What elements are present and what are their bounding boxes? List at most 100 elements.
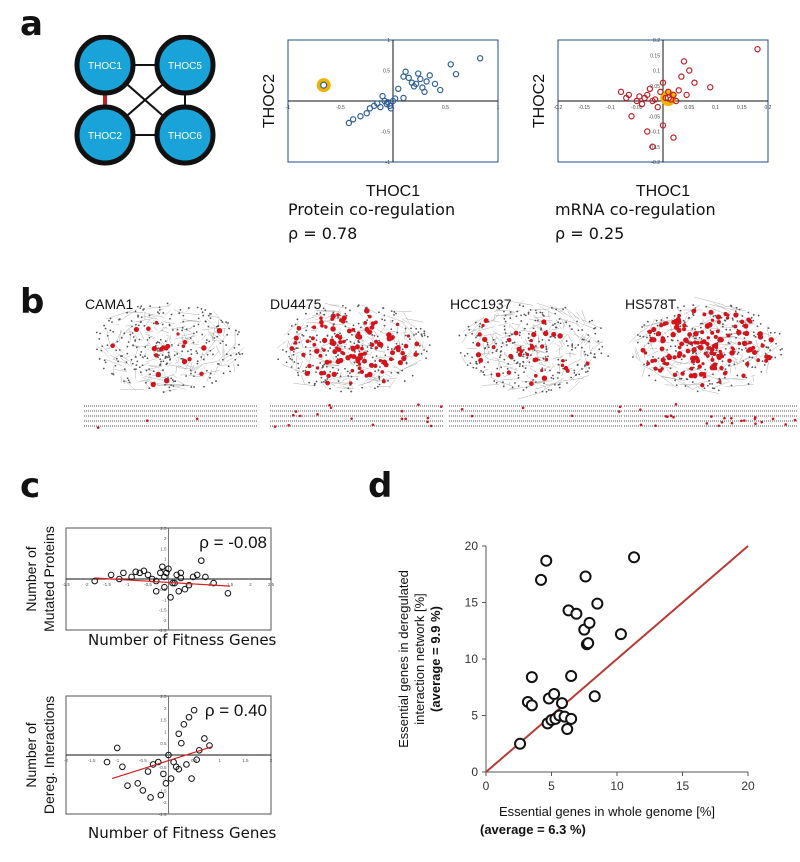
network-node [109, 317, 112, 320]
network-node [781, 347, 783, 350]
network-node-dereg [639, 408, 642, 412]
network-edge [567, 311, 575, 322]
network-edge [370, 351, 372, 355]
network-node-dereg [374, 339, 379, 344]
x-tick-label: 1.5 [242, 758, 249, 763]
network-edge [559, 340, 563, 347]
network-edge [718, 332, 720, 335]
network-node-dereg [287, 423, 291, 427]
x-tick-label: -2 [64, 758, 68, 763]
network-node [292, 350, 295, 353]
network-node [212, 353, 214, 356]
network-edge [403, 312, 410, 323]
network-node [378, 383, 381, 386]
network-node [222, 372, 225, 375]
network-node-dereg [326, 373, 331, 379]
network-node-dereg [742, 340, 747, 345]
network-edge [104, 347, 111, 350]
network-node [666, 348, 669, 351]
network-node [725, 328, 728, 331]
network-edge [582, 335, 590, 344]
network-node-dereg [368, 362, 374, 368]
network-edge [548, 321, 552, 324]
network-node [220, 319, 223, 322]
network-node [496, 367, 499, 370]
network-edge [492, 330, 502, 337]
network-node-dereg [389, 335, 394, 341]
network-node [698, 336, 701, 339]
data-point [206, 742, 213, 749]
network-edge [760, 353, 764, 358]
network-edge [182, 364, 194, 368]
network-node [467, 325, 470, 328]
network-node-dereg [395, 322, 400, 327]
network-node-dereg [693, 355, 699, 361]
network-edge [168, 336, 171, 344]
network-node-dereg [688, 373, 694, 379]
network-node [197, 323, 200, 326]
network-edge [575, 323, 581, 328]
network-node [571, 343, 574, 346]
network-edge [498, 362, 501, 372]
network-node [735, 336, 737, 339]
network-edge [524, 365, 534, 367]
data-point [412, 80, 420, 88]
network-node [565, 340, 568, 343]
network-node [164, 357, 167, 359]
network-node-dereg [359, 369, 364, 374]
network-edge [534, 383, 557, 390]
network-node-dereg [335, 358, 341, 365]
network-node-dereg [697, 364, 702, 369]
network-node [387, 379, 389, 382]
network-node [115, 357, 118, 360]
data-point [178, 739, 185, 747]
network-edge [573, 315, 580, 319]
network-node [126, 352, 129, 355]
network-node [135, 368, 137, 371]
network-node-dereg [730, 421, 734, 425]
network-node [221, 358, 224, 361]
network-node [540, 328, 542, 331]
network-edge [290, 350, 294, 365]
network-node-dereg [340, 350, 344, 355]
network-node [741, 348, 743, 351]
network-node-dereg [362, 351, 368, 356]
network-edge [277, 340, 287, 349]
network-edge [670, 324, 673, 332]
network-node-dereg [646, 361, 650, 366]
network-edge [632, 353, 648, 368]
network-node [413, 334, 415, 336]
network-node [565, 321, 567, 324]
network-node-dereg [672, 372, 678, 378]
network-node [285, 361, 288, 364]
y-tick-label: 1 [387, 38, 390, 44]
network-node [674, 379, 676, 382]
network-node [204, 320, 207, 323]
network-edge [218, 318, 220, 327]
network-node [558, 371, 561, 374]
network-node [120, 336, 123, 339]
network-node [381, 318, 384, 321]
network-node [306, 325, 309, 327]
network-edge [689, 361, 697, 370]
network-node [423, 330, 426, 333]
network-node-dereg [718, 380, 722, 384]
network-edge [292, 339, 304, 348]
network-edge [760, 331, 772, 337]
network-node-dereg [692, 347, 697, 351]
network-node [130, 320, 133, 322]
network-node-dereg [685, 348, 691, 354]
network-edge [502, 313, 514, 318]
network-node [508, 334, 511, 337]
network-node [735, 306, 738, 309]
network-node [331, 336, 334, 338]
data-point [686, 67, 693, 74]
network-node-dereg [350, 417, 353, 420]
network-node [161, 354, 164, 356]
network-node-dereg [677, 313, 682, 318]
network-node-dereg [540, 344, 545, 349]
network-edge [507, 385, 531, 391]
network-edge [148, 366, 162, 370]
network-node-dereg [764, 354, 768, 358]
